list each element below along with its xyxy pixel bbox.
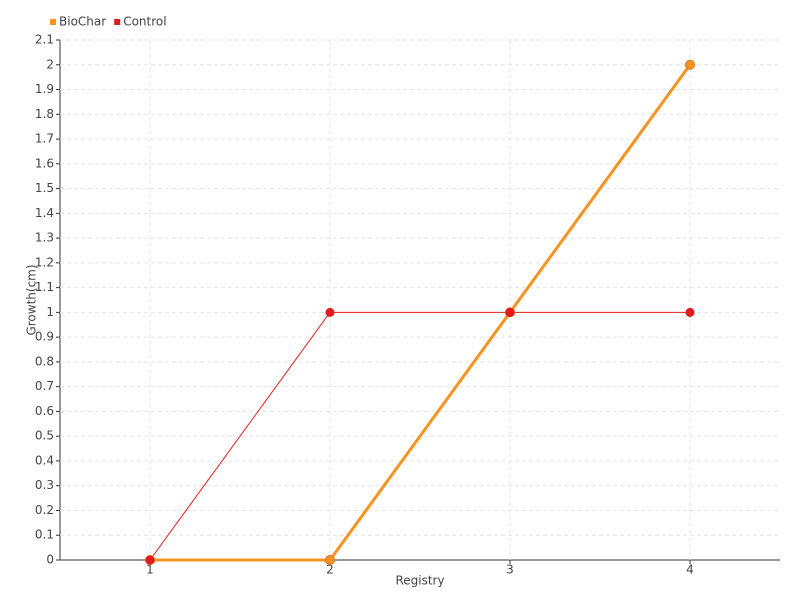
x-tick-label: 2 bbox=[326, 563, 334, 577]
y-tick-label: 1.5 bbox=[35, 181, 54, 195]
data-point bbox=[505, 307, 515, 317]
series-line bbox=[149, 311, 690, 561]
data-point bbox=[685, 307, 695, 317]
data-point bbox=[325, 555, 335, 565]
legend-swatch bbox=[114, 19, 121, 25]
x-axis-label: Registry bbox=[395, 574, 444, 588]
y-tick-label: 0.1 bbox=[35, 528, 54, 542]
legend-swatch bbox=[50, 19, 56, 25]
y-tick-label: 0.3 bbox=[35, 478, 54, 492]
legend-label: BioChar bbox=[59, 15, 106, 29]
data-point bbox=[325, 307, 335, 317]
y-tick-label: 1.6 bbox=[35, 156, 54, 170]
y-tick-label: 0.4 bbox=[35, 453, 54, 467]
series-line bbox=[150, 63, 692, 562]
y-axis-label: Growth(cm) bbox=[25, 264, 39, 335]
y-tick-label: 1.4 bbox=[35, 206, 54, 220]
y-tick-label: 1.9 bbox=[35, 82, 54, 96]
y-tick-label: 0.9 bbox=[35, 330, 54, 344]
y-tick-label: 0.8 bbox=[35, 354, 54, 368]
y-tick-label: 1.8 bbox=[35, 107, 54, 121]
y-tick-label: 1.7 bbox=[35, 132, 54, 146]
data-point bbox=[685, 59, 695, 70]
y-tick-label: 0.2 bbox=[35, 503, 54, 517]
legend-label: Control bbox=[123, 15, 166, 29]
y-tick-label: 1 bbox=[46, 305, 54, 319]
y-tick-label: 1.3 bbox=[35, 231, 54, 245]
y-tick-label: 0 bbox=[46, 553, 54, 567]
y-tick-label: 2.1 bbox=[35, 33, 54, 47]
y-tick-label: 2 bbox=[46, 57, 54, 71]
y-tick-label: 0.7 bbox=[35, 379, 54, 393]
x-tick-label: 3 bbox=[506, 563, 514, 577]
y-tick-label: 0.5 bbox=[35, 429, 54, 443]
y-tick-label: 0.6 bbox=[35, 404, 54, 418]
y-tick-label: 1.2 bbox=[35, 255, 54, 269]
x-tick-label: 4 bbox=[686, 563, 694, 577]
x-tick-label: 1 bbox=[146, 563, 154, 577]
data-point bbox=[145, 555, 155, 565]
y-tick-label: 1.1 bbox=[35, 280, 54, 294]
